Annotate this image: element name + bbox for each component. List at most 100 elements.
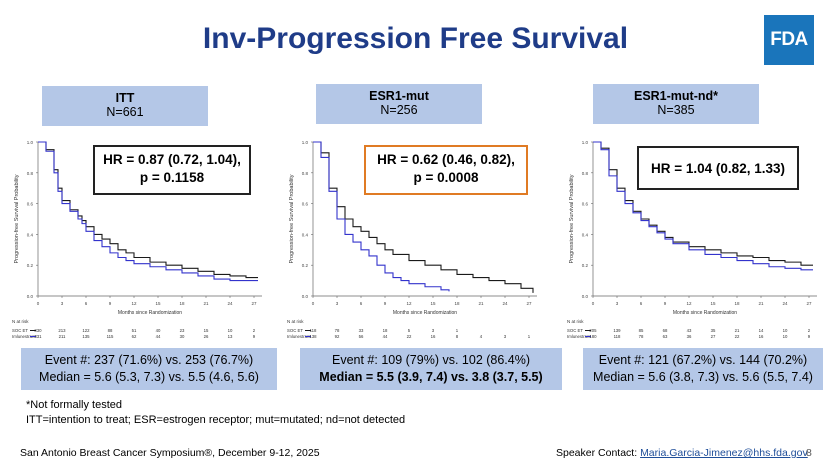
- label-box-esr1-mut-nd: ESR1-mut-nd* N=385: [593, 84, 759, 124]
- hr-box-esr1-mut: HR = 0.62 (0.46, 0.82), p = 0.0008: [364, 145, 528, 195]
- at-risk-count: 62: [132, 334, 137, 339]
- hr-line1: HR = 1.04 (0.82, 1.33): [651, 161, 785, 176]
- at-risk-series-name: Imlunestrant: [287, 334, 311, 339]
- at-risk-count: 18: [383, 328, 388, 333]
- hr-box-itt: HR = 0.87 (0.72, 1.04), p = 0.1158: [93, 145, 251, 195]
- at-risk-count: 3: [432, 328, 435, 333]
- y-tick-label: 0.6: [582, 202, 589, 207]
- km-panel-esr1-mut-nd: 0.0 0.2 0.4 0.6 0.8 1.0 0 3 6 9 12 15 18 21 24 27 Months…: [563, 130, 825, 348]
- at-risk-count: 88: [108, 328, 113, 333]
- y-tick-label: 1.0: [302, 140, 309, 145]
- hr-line1: HR = 0.62 (0.46, 0.82),: [377, 152, 515, 167]
- at-risk-count: 2: [808, 328, 811, 333]
- slide-title: Inv-Progression Free Survival: [202, 22, 629, 55]
- at-risk-series-name: Imlunestrant: [12, 334, 36, 339]
- at-risk-count: 26: [204, 334, 209, 339]
- y-tick-label: 0.8: [582, 171, 589, 176]
- x-tick-label: 9: [109, 301, 112, 306]
- subgroup-name: ESR1-mut: [369, 89, 429, 103]
- at-risk-count: 78: [335, 328, 340, 333]
- y-tick-label: 0.0: [302, 294, 309, 299]
- x-tick-label: 21: [478, 301, 484, 306]
- at-risk-count: 16: [431, 334, 436, 339]
- x-tick-label: 24: [782, 301, 788, 306]
- at-risk-count: 10: [783, 328, 788, 333]
- at-risk-series-name: SOC ET: [287, 328, 303, 333]
- at-risk-count: 115: [107, 334, 114, 339]
- y-tick-label: 0.8: [27, 171, 34, 176]
- at-risk-count: 9: [808, 334, 811, 339]
- subgroup-name: ITT: [115, 91, 135, 105]
- km-chart-esr1-mut: 0.00.20.40.60.81.00 3 6 9 12 15 18 21 24 27Months…: [287, 140, 537, 339]
- at-risk-count: 180: [589, 334, 597, 339]
- x-tick-label: 6: [640, 301, 643, 306]
- at-risk-count: 4: [480, 334, 483, 339]
- at-risk-count: 85: [639, 328, 644, 333]
- y-tick-label: 1.0: [582, 140, 589, 145]
- y-tick-label: 0.0: [582, 294, 589, 299]
- y-tick-label: 0.4: [27, 232, 34, 237]
- x-tick-label: 27: [251, 301, 257, 306]
- subgroup-name: ESR1-mut-nd*: [633, 89, 719, 103]
- at-risk-count: 330: [34, 328, 42, 333]
- page-number: 8: [806, 447, 812, 459]
- km-curve-imlunestrant: [313, 141, 450, 292]
- x-axis-label: Months since Randomization: [118, 310, 182, 316]
- x-tick-label: 27: [526, 301, 532, 306]
- fda-logo: FDA: [764, 15, 814, 65]
- y-tick-label: 1.0: [27, 140, 34, 145]
- event-box-itt: Event #: 237 (71.6%) vs. 253 (76.7%) Med…: [21, 348, 277, 390]
- x-tick-label: 18: [454, 301, 460, 306]
- x-tick-label: 3: [336, 301, 339, 306]
- at-risk-label: N at risk: [287, 319, 304, 324]
- x-tick-label: 0: [37, 301, 40, 306]
- label-box-itt: ITT N=661: [42, 86, 208, 126]
- at-risk-count: 21: [735, 328, 740, 333]
- x-tick-label: 6: [360, 301, 363, 306]
- footnote-abbreviations: ITT=intention to treat; ESR=estrogen rec…: [26, 414, 406, 426]
- at-risk-count: 35: [711, 328, 716, 333]
- y-tick-label: 0.6: [302, 202, 309, 207]
- at-risk-count: 27: [711, 334, 716, 339]
- x-tick-label: 12: [131, 301, 137, 306]
- x-tick-label: 3: [61, 301, 64, 306]
- x-tick-label: 21: [758, 301, 764, 306]
- km-chart-esr1-mut-nd: 0.00.20.40.60.81.00 3 6 9 12 15 18 21 24 27Months…: [567, 140, 817, 339]
- contact-label: Speaker Contact:: [556, 447, 638, 459]
- at-risk-count: 16: [759, 334, 764, 339]
- at-risk-count: 22: [407, 334, 412, 339]
- at-risk-count: 1: [528, 334, 531, 339]
- y-tick-label: 0.2: [582, 263, 589, 268]
- at-risk-count: 135: [82, 334, 90, 339]
- at-risk-series-name: SOC ET: [12, 328, 28, 333]
- at-risk-count: 331: [34, 334, 42, 339]
- at-risk-count: 9: [253, 334, 256, 339]
- y-tick-label: 0.8: [302, 171, 309, 176]
- x-tick-label: 9: [664, 301, 667, 306]
- x-tick-label: 15: [430, 301, 436, 306]
- label-box-esr1-mut: ESR1-mut N=256: [316, 84, 482, 124]
- at-risk-count: 1: [456, 328, 459, 333]
- at-risk-count: 118: [614, 334, 621, 339]
- contact-email-link[interactable]: Maria.Garcia-Jimenez@hhs.fda.gov: [640, 447, 808, 459]
- x-tick-label: 15: [155, 301, 161, 306]
- at-risk-count: 40: [156, 328, 161, 333]
- at-risk-count: 139: [613, 328, 621, 333]
- x-tick-label: 18: [734, 301, 740, 306]
- km-curve-imlunestrant: [593, 141, 813, 271]
- at-risk-count: 15: [204, 328, 209, 333]
- hr-line2: p = 0.1158: [139, 170, 205, 185]
- km-panel-esr1-mut: 0.0 0.2 0.4 0.6 0.8 1.0 0 3 6 9 12 15 18 21 24 27 Months…: [283, 130, 545, 348]
- footer-contact: Speaker Contact: Maria.Garcia-Jimenez@hh…: [556, 447, 808, 459]
- at-risk-count: 205: [589, 328, 597, 333]
- at-risk-count: 2: [253, 328, 256, 333]
- x-tick-label: 3: [616, 301, 619, 306]
- y-axis-label: Progression-free Survival Probability: [569, 174, 575, 263]
- y-tick-label: 0.6: [27, 202, 34, 207]
- at-risk-series-name: SOC ET: [567, 328, 583, 333]
- subgroup-n: N=661: [106, 105, 144, 119]
- x-tick-label: 0: [592, 301, 595, 306]
- at-risk-count: 43: [687, 328, 692, 333]
- km-curve-soc-et: [313, 141, 534, 293]
- at-risk-count: 92: [335, 334, 340, 339]
